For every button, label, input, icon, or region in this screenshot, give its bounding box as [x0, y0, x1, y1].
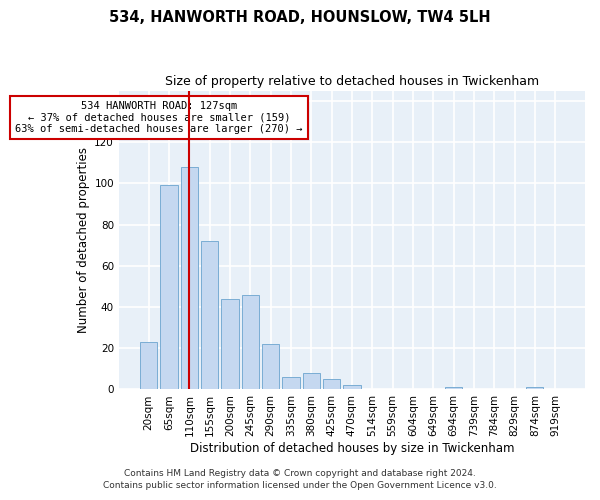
Bar [201, 241, 218, 390]
Text: 534, HANWORTH ROAD, HOUNSLOW, TW4 5LH: 534, HANWORTH ROAD, HOUNSLOW, TW4 5LH [109, 10, 491, 25]
Y-axis label: Number of detached properties: Number of detached properties [77, 147, 90, 333]
Bar [526, 388, 544, 390]
Bar [445, 388, 462, 390]
Bar [221, 299, 239, 390]
Bar [160, 186, 178, 390]
Title: Size of property relative to detached houses in Twickenham: Size of property relative to detached ho… [165, 75, 539, 88]
Text: 534 HANWORTH ROAD: 127sqm
← 37% of detached houses are smaller (159)
63% of semi: 534 HANWORTH ROAD: 127sqm ← 37% of detac… [15, 101, 302, 134]
Bar [283, 377, 299, 390]
X-axis label: Distribution of detached houses by size in Twickenham: Distribution of detached houses by size … [190, 442, 514, 455]
Bar [140, 342, 157, 390]
Bar [181, 167, 198, 390]
Bar [242, 294, 259, 390]
Bar [262, 344, 279, 390]
Bar [343, 386, 361, 390]
Text: Contains HM Land Registry data © Crown copyright and database right 2024.
Contai: Contains HM Land Registry data © Crown c… [103, 468, 497, 490]
Bar [302, 373, 320, 390]
Bar [323, 379, 340, 390]
